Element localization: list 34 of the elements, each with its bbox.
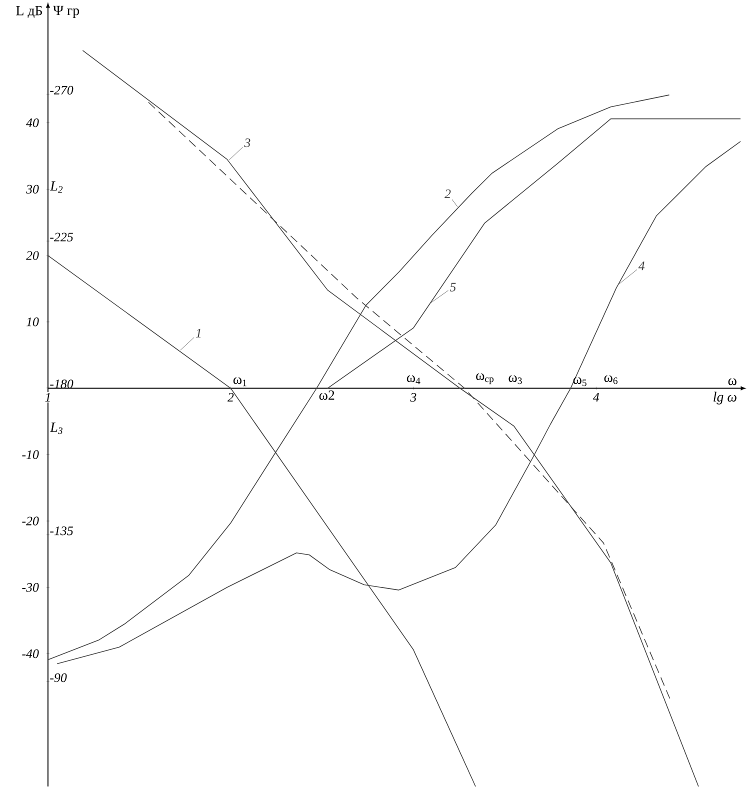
y-tick-label: 30: [26, 184, 40, 194]
y-tick-label: 10: [26, 318, 40, 326]
y-tick-label: -30: [22, 583, 40, 592]
y2-axis-title: Ψ гр: [53, 6, 80, 18]
annotation: ω$_{6}$: [604, 375, 618, 384]
annotation: ω$_{1}$: [234, 377, 247, 386]
series-label: 4: [638, 262, 645, 270]
x-tick-label: 3: [410, 392, 416, 402]
y2-tick-label: -135: [50, 526, 74, 536]
series-label: 1: [196, 328, 201, 338]
annotation: ω: [728, 378, 737, 386]
x-tick-label: 2: [228, 392, 234, 402]
annotation: L$_{2}$: [50, 181, 63, 193]
x-tick-label: 4: [593, 392, 600, 402]
annotation: L$_{3}$: [50, 422, 63, 434]
series-label: 2: [444, 189, 451, 198]
y2-tick-label: -90: [50, 673, 67, 682]
annotation: ω$_{3}$: [508, 375, 522, 384]
annotation: ω$_{4}$: [407, 375, 421, 384]
series-label: 5: [450, 282, 456, 292]
annotation: ω$_{ср}$: [476, 373, 494, 384]
x-axis-title: lg ω: [714, 392, 737, 404]
series-label: 3: [244, 138, 250, 148]
y2-tick-label: -270: [50, 86, 74, 95]
annotation: ω$_{5}$: [574, 377, 587, 386]
y-tick-label: 20: [26, 251, 40, 260]
y-tick-label: -10: [22, 450, 40, 460]
y2-tick-label: -225: [50, 232, 74, 242]
y-axis-title: L дБ: [16, 6, 42, 18]
y-tick-label: -20: [22, 516, 40, 526]
y-tick-label: -40: [22, 649, 40, 658]
y-tick-label: 40: [26, 118, 40, 128]
annotation: ω2: [320, 390, 334, 400]
x-tick-label: 1: [45, 392, 50, 402]
